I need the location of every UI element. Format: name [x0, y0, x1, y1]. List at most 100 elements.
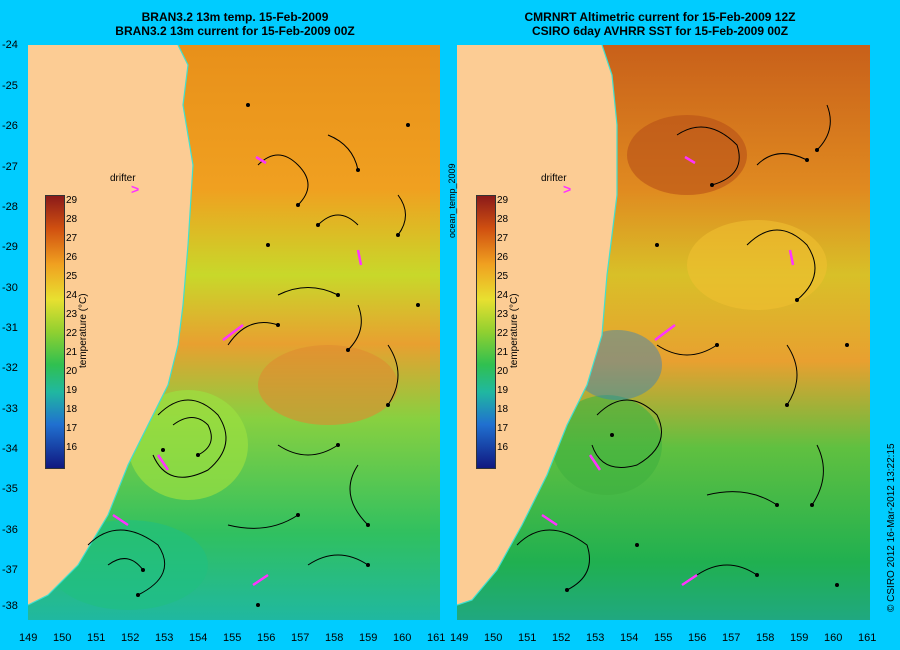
cbar-tick: 27: [497, 233, 509, 244]
lat-tick: -28: [2, 201, 18, 213]
cbar-tick: 21: [497, 347, 509, 358]
right-title-line2: CSIRO 6day AVHRR SST for 15-Feb-2009 00Z: [531, 24, 789, 38]
coastline: [28, 45, 194, 606]
lat-tick: -26: [2, 120, 18, 132]
lat-tick: -29: [2, 241, 18, 253]
lat-tick: -38: [2, 600, 18, 612]
lon-tick: 161: [858, 632, 877, 644]
lat-tick: -32: [2, 362, 18, 374]
lat-tick: -37: [2, 564, 18, 576]
australia-landmass: [28, 45, 193, 605]
cbar-tick: 26: [497, 252, 509, 263]
lon-tick: 150: [484, 632, 503, 644]
lon-tick: 150: [53, 632, 72, 644]
right-panel-title: CMRNRT Altimetric current for 15-Feb-200…: [505, 10, 815, 38]
copyright-timestamp: © CSIRO 2012 16-Mar-2012 13:22:15: [886, 443, 897, 612]
cbar-tick: 18: [66, 404, 78, 415]
current-vectors: [87, 134, 406, 596]
drifter-tracks: [112, 155, 363, 587]
right-colorbar-title: temperature (°C): [509, 293, 520, 368]
lon-tick: 151: [518, 632, 537, 644]
lon-tick: 149: [19, 632, 38, 644]
left-map-panel: [28, 45, 440, 620]
lon-tick: 158: [756, 632, 775, 644]
right-drifter-label: drifter: [541, 173, 567, 184]
lon-tick: 152: [121, 632, 140, 644]
cbar-tick: 29: [66, 195, 78, 206]
left-map-canvas: [28, 45, 440, 620]
lon-tick: 153: [586, 632, 605, 644]
left-title-line2: BRAN3.2 13m current for 15-Feb-2009 00Z: [115, 24, 355, 38]
lat-tick: -34: [2, 443, 18, 455]
right-title-line1: CMRNRT Altimetric current for 15-Feb-200…: [524, 10, 796, 24]
right-drifter-icon: >: [563, 181, 572, 197]
lon-tick: 152: [552, 632, 571, 644]
left-drifter-label: drifter: [110, 173, 136, 184]
cbar-tick: 24: [66, 290, 78, 301]
right-map-canvas: [457, 45, 870, 620]
lat-tick: -25: [2, 80, 18, 92]
australia-landmass: [457, 45, 617, 605]
right-colorbar: [476, 195, 496, 469]
cbar-tick: 17: [66, 423, 78, 434]
coastline: [457, 45, 618, 606]
cbar-tick: 25: [66, 271, 78, 282]
lat-tick: -27: [2, 161, 18, 173]
lon-tick: 158: [325, 632, 344, 644]
eddy-warm-core: [128, 390, 248, 500]
cbar-tick: 20: [497, 366, 509, 377]
lat-tick: -30: [2, 282, 18, 294]
drifter-tracks: [541, 155, 795, 587]
current-vectors: [516, 104, 831, 591]
cbar-tick: 22: [497, 328, 509, 339]
lon-tick: 161: [427, 632, 446, 644]
lon-tick: 155: [654, 632, 673, 644]
middle-vertical-label: ocean_temp_2009: [447, 163, 457, 238]
lon-tick: 159: [359, 632, 378, 644]
cbar-tick: 26: [66, 252, 78, 263]
lat-tick: -24: [2, 39, 18, 51]
cbar-tick: 23: [66, 309, 78, 320]
warm-eddy: [687, 220, 827, 310]
lon-tick: 157: [722, 632, 741, 644]
left-colorbar: [45, 195, 65, 469]
warm-pool: [258, 345, 398, 425]
lon-tick: 154: [189, 632, 208, 644]
cbar-tick: 27: [66, 233, 78, 244]
warm-core: [627, 115, 747, 195]
cbar-tick: 17: [497, 423, 509, 434]
lon-tick: 160: [824, 632, 843, 644]
cbar-tick: 18: [497, 404, 509, 415]
vector-heads: [565, 148, 849, 592]
left-title-line1: BRAN3.2 13m temp. 15-Feb-2009: [141, 10, 329, 24]
left-drifter-icon: >: [131, 181, 140, 197]
cbar-tick: 25: [497, 271, 509, 282]
lon-tick: 157: [291, 632, 310, 644]
lon-tick: 149: [450, 632, 469, 644]
lat-tick: -35: [2, 483, 18, 495]
vector-heads: [136, 103, 420, 607]
cbar-tick: 16: [497, 442, 509, 453]
cbar-tick: 16: [66, 442, 78, 453]
cbar-tick: 28: [66, 214, 78, 225]
lat-tick: -31: [2, 322, 18, 334]
lon-tick: 160: [393, 632, 412, 644]
left-panel-title: BRAN3.2 13m temp. 15-Feb-2009 BRAN3.2 13…: [90, 10, 380, 38]
cbar-tick: 19: [66, 385, 78, 396]
right-map-panel: [457, 45, 870, 620]
cbar-tick: 29: [497, 195, 509, 206]
lat-tick: -33: [2, 403, 18, 415]
lon-tick: 156: [688, 632, 707, 644]
lon-tick: 153: [155, 632, 174, 644]
cbar-tick: 20: [66, 366, 78, 377]
eddy-core: [552, 395, 662, 495]
lon-tick: 154: [620, 632, 639, 644]
cbar-tick: 28: [497, 214, 509, 225]
left-colorbar-title: temperature (°C): [78, 293, 89, 368]
lat-tick: -36: [2, 524, 18, 536]
lon-tick: 156: [257, 632, 276, 644]
lon-tick: 159: [790, 632, 809, 644]
cbar-tick: 22: [66, 328, 78, 339]
cbar-tick: 23: [497, 309, 509, 320]
cbar-tick: 21: [66, 347, 78, 358]
